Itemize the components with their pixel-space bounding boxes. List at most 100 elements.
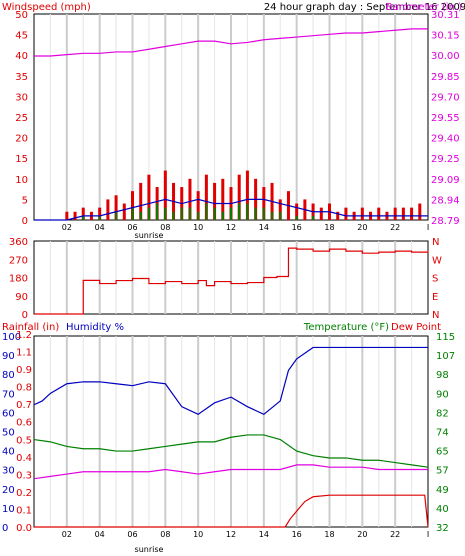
wind-gust-bar: [114, 195, 118, 220]
temperature-series: [33, 346, 429, 528]
wind-speed-bar: [147, 207, 150, 220]
direction-tick-label: 90: [15, 292, 28, 303]
wind-gust-bar: [65, 211, 69, 220]
hour-tick-label: 08: [160, 530, 170, 539]
hour-tick-label: 16: [292, 223, 302, 232]
wind-gust-bar: [245, 170, 249, 220]
temperature-line: [33, 434, 429, 468]
barometer-tick-label: 29.09: [431, 175, 460, 186]
wind-grid: [33, 13, 429, 221]
barometer-line: [34, 28, 428, 57]
hour-tick-label: 04: [95, 530, 105, 539]
compass-tick-label: S: [432, 274, 438, 285]
dewpoint-axis-label: Dew Point: [391, 322, 441, 333]
rain-tick-label: 0.5: [16, 435, 32, 446]
wind-gust-bar: [360, 207, 364, 220]
compass-tick-label: W: [432, 255, 442, 266]
humidity-tick-label: 20: [2, 485, 15, 496]
barometer-tick-label: 30.00: [431, 51, 460, 62]
wind-speed-bar: [98, 215, 101, 220]
rain-tick-label: 0.2: [16, 488, 32, 499]
temperature-ticks: 10090807060504030201001.21.10.90.80.70.6…: [2, 330, 455, 539]
temperature-tick-label: 40: [436, 504, 449, 515]
windspeed-tick-label: 40: [15, 51, 28, 62]
wind-gust-bar: [73, 211, 77, 220]
wind-series: [34, 28, 428, 221]
wind-gust-bar: [344, 207, 348, 220]
wind-average-line: [34, 198, 428, 221]
humidity-tick-label: 100: [2, 332, 21, 343]
temperature-grid: [33, 335, 429, 528]
direction-tick-label: 180: [9, 274, 28, 285]
hour-tick-label: 20: [357, 223, 367, 232]
wind-speed-bar: [180, 207, 183, 220]
wind-gust-bar: [221, 178, 225, 220]
temperature-tick-label: 65: [436, 447, 449, 458]
hour-tick-label: 08: [160, 223, 170, 232]
wind-speed-bar: [230, 207, 232, 220]
hour-tick-label: 04: [95, 223, 105, 232]
hour-tick-label: 14: [259, 530, 269, 539]
temperature-tick-label: 82: [436, 408, 449, 419]
humidity-axis-label: Humidity %: [66, 322, 124, 333]
sunrise-note-bottom: sunrise: [135, 545, 164, 554]
hour-tick-label: 22: [390, 530, 400, 539]
wind-gust-bar: [213, 182, 217, 220]
wind-speed-bar: [213, 207, 216, 220]
humidity-tick-label: 90: [2, 351, 15, 362]
humidity-tick-label: 0: [2, 523, 8, 534]
wind-speed-bar: [82, 215, 85, 220]
hour-tick-label: 12: [226, 223, 236, 232]
humidity-tick-label: 60: [2, 408, 15, 419]
windspeed-tick-label: 45: [15, 31, 28, 42]
temperature-tick-label: 49: [436, 485, 449, 496]
wind-gust-bar: [196, 191, 200, 220]
rain-tick-label: 0.0: [16, 523, 32, 534]
hour-tick-label: 02: [62, 530, 72, 539]
wind-speed-bar: [131, 207, 134, 220]
wind-speed-bar: [295, 215, 298, 220]
barometer-tick-label: 29.55: [431, 113, 460, 124]
humidity-tick-label: 70: [2, 389, 15, 400]
wind-gust-bar: [401, 207, 405, 220]
wind-speed-bar: [254, 207, 257, 220]
rain-tick-label: 1.1: [16, 348, 32, 359]
rain-tick-label: 0.3: [16, 470, 32, 481]
wind-speed-bar: [172, 211, 175, 220]
barometer-tick-label: 28.94: [431, 195, 460, 206]
wind-gust-bar: [278, 199, 282, 220]
hour-tick-label: 16: [292, 530, 302, 539]
rain-tick-label: 0.6: [16, 418, 32, 429]
graph-title: 24 hour graph day : September 16 2009: [264, 2, 465, 13]
wind-gust-bar: [262, 187, 266, 220]
humidity-tick-label: 40: [2, 447, 15, 458]
direction-series: [34, 247, 429, 315]
humidity-tick-label: 10: [2, 504, 15, 515]
hour-tick-label: I: [427, 530, 429, 539]
temperature-tick-label: 57: [436, 466, 449, 477]
barometer-tick-label: 29.85: [431, 72, 460, 83]
wind-gust-bar: [163, 170, 167, 220]
barometer-tick-label: 29.25: [431, 154, 460, 165]
rainfall-line: [34, 494, 429, 528]
temperature-tick-label: 32: [436, 523, 449, 534]
wind-gust-bar: [139, 182, 143, 220]
temperature-axis-label: Temperature (°F): [303, 322, 389, 333]
rain-tick-label: 0.1: [16, 505, 32, 516]
rain-tick-label: 1.2: [16, 330, 32, 341]
temperature-tick-label: 74: [436, 428, 449, 439]
compass-tick-label: N: [432, 310, 439, 321]
wind-gust-bar: [106, 199, 110, 220]
wind-speed-bar: [115, 211, 118, 220]
rain-tick-label: 0.7: [16, 400, 32, 411]
hour-tick-label: 02: [62, 223, 72, 232]
direction-tick-label: 270: [9, 255, 28, 266]
temperature-tick-label: 98: [436, 370, 449, 381]
wind-gust-bar: [295, 203, 299, 220]
hour-tick-label: 18: [324, 223, 334, 232]
barometer-tick-label: 29.40: [431, 134, 460, 145]
wind-speed-bar: [164, 207, 167, 220]
wind-gust-bar: [131, 191, 134, 220]
